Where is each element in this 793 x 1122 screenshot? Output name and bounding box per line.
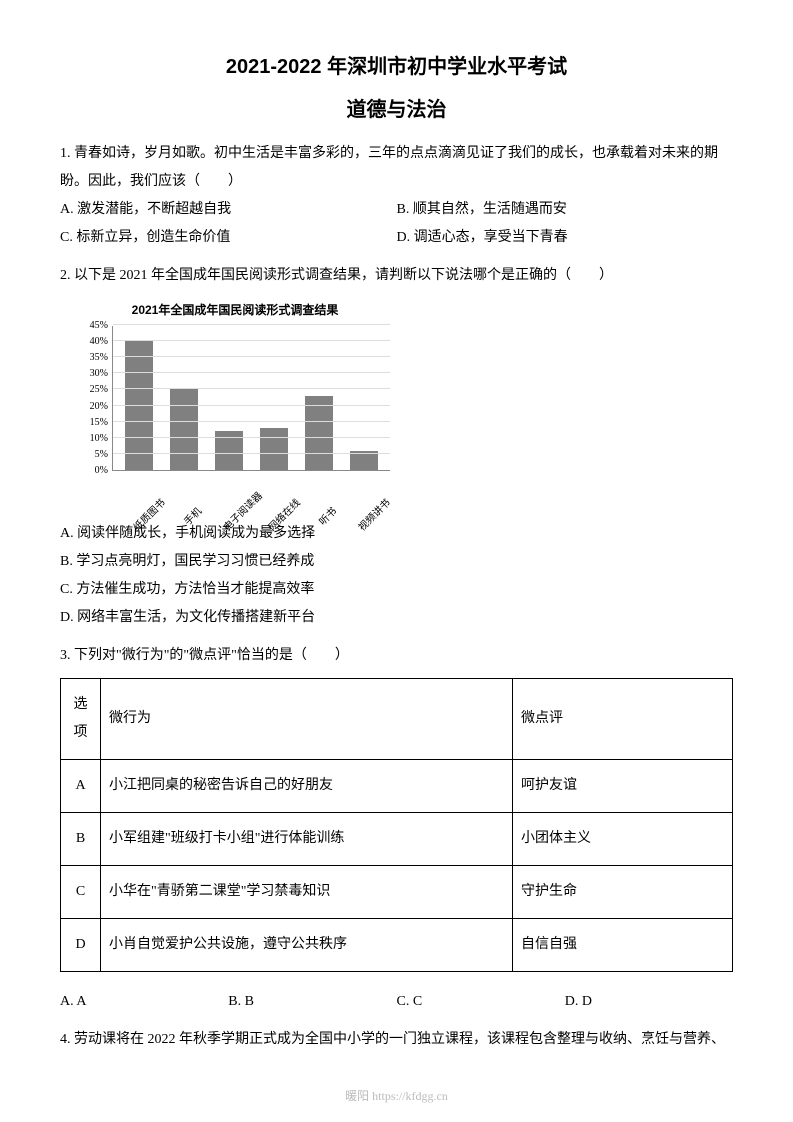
q3-option-a: A. A (60, 988, 228, 1016)
q3-th-opt: 选项 (61, 679, 101, 760)
q3-option-c: C. C (397, 988, 565, 1016)
page-footer: 暖阳 https://kfdgg.cn (0, 1087, 793, 1104)
q2-chart-title: 2021年全国成年国民阅读形式调查结果 (80, 298, 390, 322)
q3-row-d-comment: 自信自强 (513, 919, 733, 972)
q3-row-c-opt: C (61, 866, 101, 919)
page-title-sub: 道德与法治 (60, 93, 733, 122)
q3-options: A. A B. B C. C D. D (60, 988, 733, 1016)
q3-option-d: D. D (565, 988, 733, 1016)
chart-gridline (113, 356, 390, 357)
q2-options: A. 阅读伴随成长，手机阅读成为最多选择 B. 学习点亮明灯，国民学习习惯已经养… (60, 520, 733, 632)
table-row: A 小江把同桌的秘密告诉自己的好朋友 呵护友谊 (61, 760, 733, 813)
q2-option-d: D. 网络丰富生活，为文化传播搭建新平台 (60, 604, 733, 632)
q2-chart-yaxis: 0%5%10%15%20%25%30%35%40%45% (80, 326, 112, 471)
q2-text: 2. 以下是 2021 年全国成年国民阅读形式调查结果，请判断以下说法哪个是正确… (60, 262, 733, 290)
page-title-main: 2021-2022 年深圳市初中学业水平考试 (60, 50, 733, 79)
q3-option-b: B. B (228, 988, 396, 1016)
q3-row-d-opt: D (61, 919, 101, 972)
q3-row-b-comment: 小团体主义 (513, 813, 733, 866)
q3-th-comment: 微点评 (513, 679, 733, 760)
q3-row-d-behavior: 小肖自觉爱护公共设施，遵守公共秩序 (101, 919, 513, 972)
q1-options: A. 激发潜能，不断超越自我 B. 顺其自然，生活随遇而安 C. 标新立异，创造… (60, 196, 733, 252)
q1-option-c: C. 标新立异，创造生命价值 (60, 224, 397, 252)
chart-bar (170, 389, 198, 470)
q1-text: 1. 青春如诗，岁月如歌。初中生活是丰富多彩的，三年的点点滴滴见证了我们的成长，… (60, 140, 733, 196)
question-1: 1. 青春如诗，岁月如歌。初中生活是丰富多彩的，三年的点点滴滴见证了我们的成长，… (60, 140, 733, 252)
q3-row-a-opt: A (61, 760, 101, 813)
q3-th-behavior: 微行为 (101, 679, 513, 760)
q2-chart: 2021年全国成年国民阅读形式调查结果 0%5%10%15%20%25%30%3… (80, 298, 390, 516)
q2-chart-plot (112, 326, 390, 471)
question-4: 4. 劳动课将在 2022 年秋季学期正式成为全国中小学的一门独立课程，该课程包… (60, 1026, 733, 1054)
chart-bar (305, 396, 333, 470)
chart-ytick: 45% (90, 316, 108, 336)
question-3: 3. 下列对"微行为"的"微点评"恰当的是（ ） 选项 微行为 微点评 A 小江… (60, 642, 733, 1016)
chart-gridline (113, 324, 390, 325)
chart-gridline (113, 405, 390, 406)
chart-bar (125, 341, 153, 470)
q2-option-c: C. 方法催生成功，方法恰当才能提高效率 (60, 576, 733, 604)
table-row: C 小华在"青骄第二课堂"学习禁毒知识 守护生命 (61, 866, 733, 919)
q4-text: 4. 劳动课将在 2022 年秋季学期正式成为全国中小学的一门独立课程，该课程包… (60, 1026, 733, 1054)
q3-row-a-comment: 呵护友谊 (513, 760, 733, 813)
chart-gridline (113, 437, 390, 438)
q3-row-b-opt: B (61, 813, 101, 866)
q3-table: 选项 微行为 微点评 A 小江把同桌的秘密告诉自己的好朋友 呵护友谊 B 小军组… (60, 678, 733, 972)
chart-gridline (113, 388, 390, 389)
chart-bar (260, 428, 288, 470)
question-2: 2. 以下是 2021 年全国成年国民阅读形式调查结果，请判断以下说法哪个是正确… (60, 262, 733, 632)
q2-chart-bars (113, 326, 390, 470)
chart-gridline (113, 453, 390, 454)
q3-row-c-comment: 守护生命 (513, 866, 733, 919)
q2-option-b: B. 学习点亮明灯，国民学习习惯已经养成 (60, 548, 733, 576)
table-row: D 小肖自觉爱护公共设施，遵守公共秩序 自信自强 (61, 919, 733, 972)
table-row: 选项 微行为 微点评 (61, 679, 733, 760)
q3-text: 3. 下列对"微行为"的"微点评"恰当的是（ ） (60, 642, 733, 670)
q2-chart-xlabels: 纸质图书手机电子阅读器网络在线听书视频讲书 (112, 496, 390, 516)
chart-gridline (113, 372, 390, 373)
q3-row-a-behavior: 小江把同桌的秘密告诉自己的好朋友 (101, 760, 513, 813)
q1-option-b: B. 顺其自然，生活随遇而安 (397, 196, 734, 224)
chart-gridline (113, 340, 390, 341)
q3-row-c-behavior: 小华在"青骄第二课堂"学习禁毒知识 (101, 866, 513, 919)
q2-chart-area: 0%5%10%15%20%25%30%35%40%45% (80, 326, 390, 496)
q1-option-a: A. 激发潜能，不断超越自我 (60, 196, 397, 224)
q3-row-b-behavior: 小军组建"班级打卡小组"进行体能训练 (101, 813, 513, 866)
q1-option-d: D. 调适心态，享受当下青春 (397, 224, 734, 252)
table-row: B 小军组建"班级打卡小组"进行体能训练 小团体主义 (61, 813, 733, 866)
q2-option-a: A. 阅读伴随成长，手机阅读成为最多选择 (60, 520, 733, 548)
chart-gridline (113, 421, 390, 422)
